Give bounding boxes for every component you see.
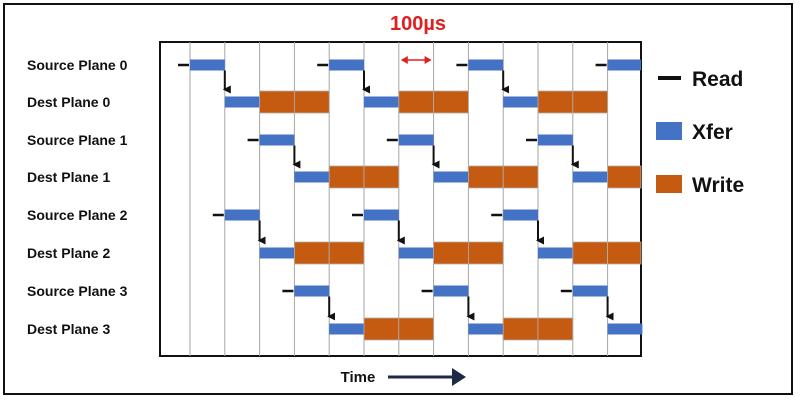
xfer-bar — [259, 134, 295, 146]
write-bar — [398, 317, 434, 341]
write-bar — [328, 165, 365, 189]
write-bar — [259, 90, 295, 114]
legend-write-swatch — [656, 175, 682, 193]
xfer-bar — [503, 209, 538, 221]
row-labels: Source Plane 0 Dest Plane 0 Source Plane 1… — [27, 57, 128, 337]
plot-area-border — [159, 41, 642, 357]
row-label: Source Plane 3 — [27, 283, 128, 299]
xfer-bar — [294, 285, 330, 297]
write-bar — [607, 165, 642, 189]
row-label: Source Plane 2 — [27, 207, 128, 223]
xfer-bar — [538, 247, 573, 259]
time-axis-label: Time — [341, 369, 376, 386]
xfer-bar — [468, 59, 504, 71]
write-bar — [293, 241, 330, 265]
time-axis-arrow — [388, 368, 466, 386]
row-label: Dest Plane 3 — [27, 321, 110, 337]
xfer-bar — [433, 285, 469, 297]
legend-xfer-swatch — [656, 122, 682, 140]
write-bar — [537, 90, 574, 114]
xfer-bar — [607, 323, 643, 335]
xfer-bar — [398, 247, 434, 259]
row-label: Dest Plane 1 — [27, 169, 110, 185]
write-bar — [363, 317, 400, 341]
xfer-bar — [294, 171, 330, 183]
xfer-bar — [572, 285, 608, 297]
interval-label: 100µs — [390, 13, 446, 35]
xfer-bar — [572, 171, 608, 183]
row-label: Source Plane 0 — [27, 57, 128, 73]
legend-write-label: Write — [692, 174, 744, 197]
write-bar — [537, 317, 574, 341]
legend: Read Xfer Write — [656, 68, 744, 197]
write-bar — [607, 241, 642, 265]
legend-xfer-label: Xfer — [692, 121, 733, 144]
xfer-bar — [364, 96, 399, 108]
write-bar — [328, 241, 365, 265]
xfer-bar — [503, 96, 538, 108]
xfer-bar — [468, 323, 504, 335]
write-bar — [398, 90, 434, 114]
row-label: Dest Plane 2 — [27, 245, 110, 261]
xfer-bar — [190, 59, 225, 71]
row-label: Source Plane 1 — [27, 132, 128, 148]
write-bar — [572, 90, 608, 114]
legend-read-label: Read — [692, 68, 743, 91]
xfer-bar — [224, 209, 260, 221]
write-bar — [572, 241, 608, 265]
timing-plot — [159, 41, 643, 357]
write-bar — [502, 165, 539, 189]
xfer-bar — [364, 209, 399, 221]
diagram-frame — [3, 3, 793, 395]
write-bar — [502, 317, 539, 341]
xfer-bar — [433, 171, 469, 183]
write-bar — [363, 165, 400, 189]
xfer-bar — [329, 59, 364, 71]
write-bar — [433, 90, 469, 114]
xfer-bar — [329, 323, 364, 335]
write-bar — [467, 165, 504, 189]
interval-marker — [400, 56, 432, 64]
write-bar — [293, 90, 330, 114]
row-label: Dest Plane 0 — [27, 94, 110, 110]
xfer-bar — [259, 247, 295, 259]
xfer-bar — [224, 96, 260, 108]
write-bar — [467, 241, 504, 265]
write-bar — [433, 241, 469, 265]
xfer-bar — [538, 134, 573, 146]
xfer-bar — [607, 59, 641, 71]
xfer-bar — [398, 134, 434, 146]
